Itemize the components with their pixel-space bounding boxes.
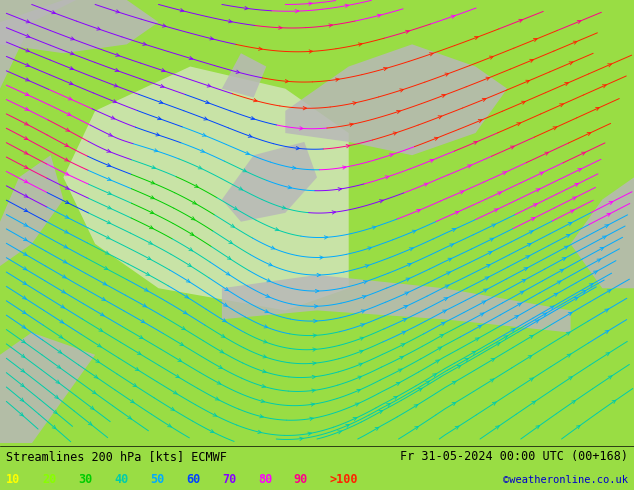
Polygon shape — [0, 155, 63, 266]
Text: 60: 60 — [186, 473, 200, 486]
Text: ©weatheronline.co.uk: ©weatheronline.co.uk — [503, 475, 628, 485]
Text: 20: 20 — [42, 473, 56, 486]
Polygon shape — [285, 44, 507, 155]
Polygon shape — [222, 275, 571, 333]
Text: 90: 90 — [294, 473, 308, 486]
Text: 70: 70 — [222, 473, 236, 486]
Polygon shape — [63, 67, 349, 311]
Polygon shape — [0, 0, 76, 89]
Text: 50: 50 — [150, 473, 164, 486]
Text: Streamlines 200 hPa [kts] ECMWF: Streamlines 200 hPa [kts] ECMWF — [6, 450, 227, 463]
Text: 80: 80 — [258, 473, 272, 486]
Polygon shape — [0, 333, 95, 443]
Text: Fr 31-05-2024 00:00 UTC (00+168): Fr 31-05-2024 00:00 UTC (00+168) — [399, 450, 628, 463]
Polygon shape — [222, 53, 266, 98]
Polygon shape — [571, 177, 634, 288]
Polygon shape — [0, 0, 158, 53]
Text: >100: >100 — [330, 473, 358, 486]
Text: 40: 40 — [114, 473, 128, 486]
Polygon shape — [222, 142, 317, 221]
Text: 30: 30 — [78, 473, 93, 486]
Text: 10: 10 — [6, 473, 20, 486]
